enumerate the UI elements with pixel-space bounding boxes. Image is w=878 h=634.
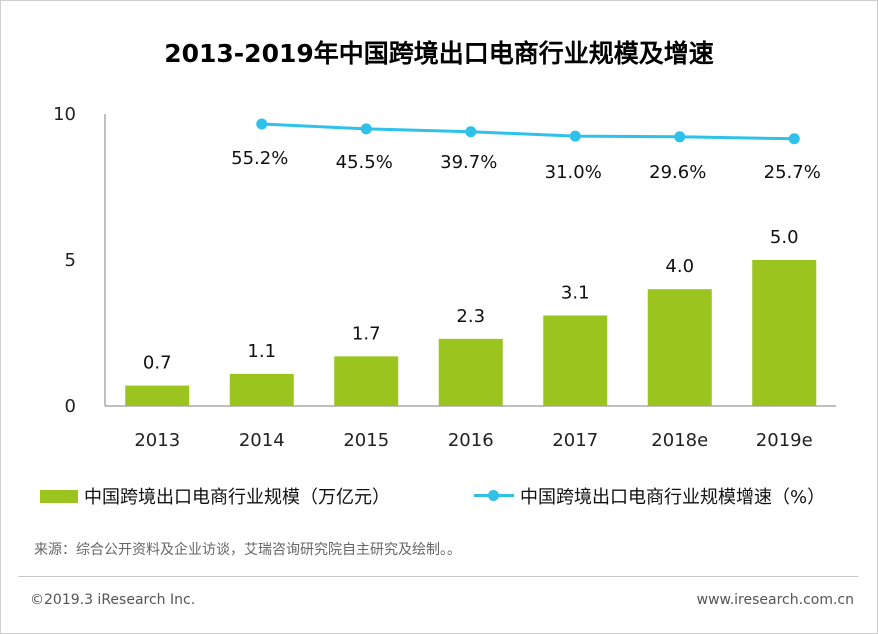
x-tick-label: 2019e xyxy=(756,430,813,451)
x-tick-label: 2016 xyxy=(448,430,494,451)
growth-value-label: 55.2% xyxy=(231,148,288,169)
y-tick-label: 5 xyxy=(65,250,76,271)
website-url: www.iresearch.com.cn xyxy=(696,592,854,608)
bar-value-label: 4.0 xyxy=(665,256,694,277)
bar xyxy=(543,315,608,406)
x-tick-label: 2015 xyxy=(343,430,389,451)
growth-point xyxy=(674,131,686,143)
bar xyxy=(647,289,712,406)
legend-line-label: 中国跨境出口电商行业规模增速（%） xyxy=(520,487,826,508)
bar-value-label: 1.1 xyxy=(247,341,276,362)
x-tick-label: 2018e xyxy=(651,430,708,451)
growth-value-label: 45.5% xyxy=(336,152,393,173)
legend-line-swatch xyxy=(474,486,514,506)
footer-divider xyxy=(18,576,858,577)
growth-value-label: 25.7% xyxy=(764,162,821,183)
legend-bar-swatch xyxy=(40,489,78,503)
legend-item-line: 中国跨境出口电商行业规模增速（%） xyxy=(474,484,825,508)
bar-series: 0.7 2013 1.1 2014 1.7 2015 2.3 2016 3.1 2017 4.0 20… xyxy=(125,227,817,451)
x-tick-label: 2017 xyxy=(552,430,598,451)
growth-point xyxy=(569,130,581,142)
growth-point xyxy=(256,118,268,130)
growth-point xyxy=(360,123,372,135)
x-tick-label: 2013 xyxy=(134,430,180,451)
bar-value-label: 1.7 xyxy=(352,323,381,344)
legend-item-bar: 中国跨境出口电商行业规模（万亿元） xyxy=(40,484,390,508)
growth-point xyxy=(465,126,477,138)
bar-value-label: 3.1 xyxy=(561,282,590,303)
bar-value-label: 0.7 xyxy=(143,353,172,374)
growth-value-label: 31.0% xyxy=(545,162,602,183)
growth-line xyxy=(261,122,795,141)
x-tick-label: 2014 xyxy=(239,430,285,451)
bar xyxy=(438,338,503,406)
chart-title: 2013-2019年中国跨境出口电商行业规模及增速 xyxy=(164,39,714,68)
bar xyxy=(229,373,294,406)
y-tick-label: 10 xyxy=(53,104,76,125)
legend-bar-label: 中国跨境出口电商行业规模（万亿元） xyxy=(84,487,390,508)
bar-value-label: 2.3 xyxy=(456,306,485,327)
y-tick-label: 0 xyxy=(65,396,76,417)
growth-value-label: 39.7% xyxy=(440,152,497,173)
bar xyxy=(334,356,399,406)
line-series: 55.2% 45.5% 39.7% 31.0% 29.6% 25.7% xyxy=(231,118,821,183)
source-note: 来源：综合公开资料及企业访谈，艾瑞咨询研究院自主研究及绘制。。 xyxy=(34,542,461,558)
copyright: ©2019.3 iResearch Inc. xyxy=(30,592,196,608)
bar xyxy=(752,260,817,406)
bar-value-label: 5.0 xyxy=(770,227,799,248)
bar xyxy=(125,385,190,406)
growth-point xyxy=(788,133,800,145)
growth-value-label: 29.6% xyxy=(649,162,706,183)
